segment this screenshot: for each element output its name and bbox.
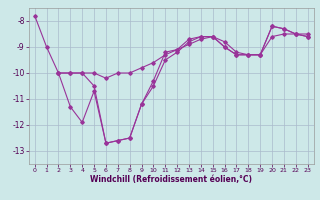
X-axis label: Windchill (Refroidissement éolien,°C): Windchill (Refroidissement éolien,°C) — [90, 175, 252, 184]
